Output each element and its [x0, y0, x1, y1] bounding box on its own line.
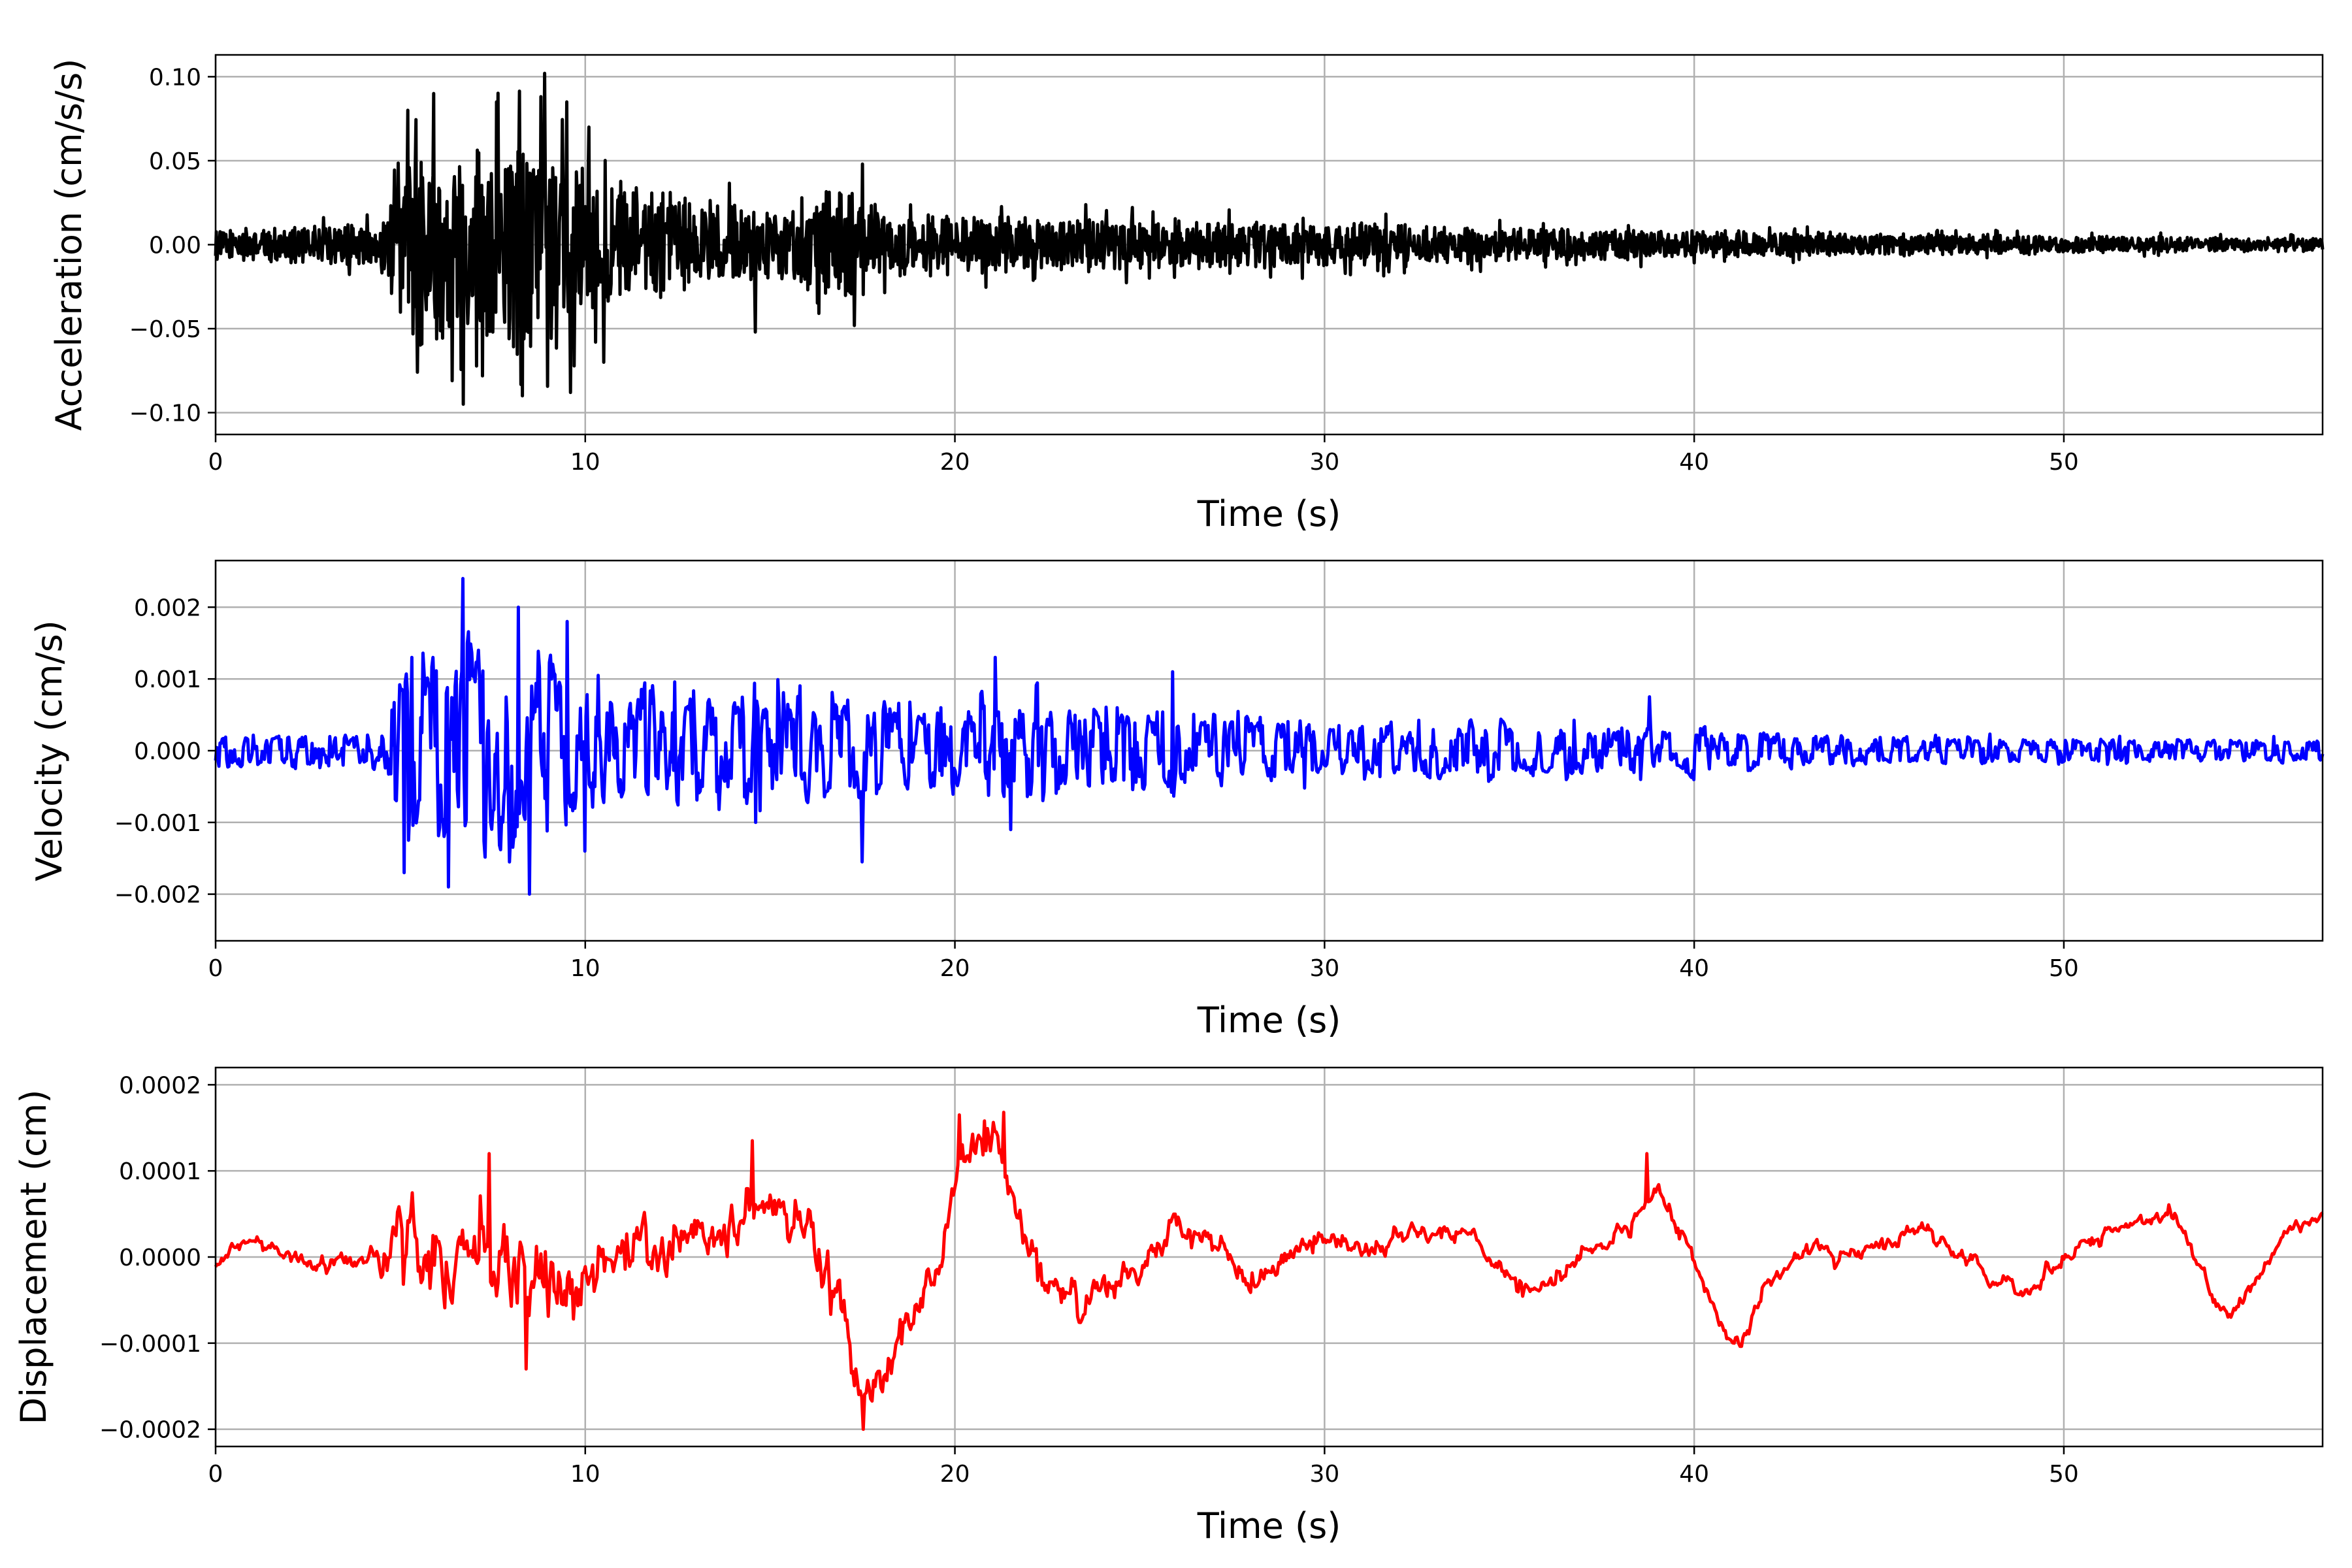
velocity-y-tick-label: 0.002	[134, 595, 201, 621]
velocity-y-tick-label: 0.001	[134, 666, 201, 693]
velocity-y-tick-label: −0.002	[114, 882, 201, 909]
acceleration-y-axis: −0.10 −0.05 0.00 0.05 0.10	[129, 64, 216, 427]
velocity-x-tick-label: 0	[208, 955, 223, 982]
acceleration-panel: 0 10 20 30 40 50 −0.10 −0.05 0.00 0.05 0.10 Time …	[48, 54, 2325, 534]
displacement-y-tick-label: 0.0000	[119, 1245, 201, 1271]
velocity-x-tick-label: 30	[1309, 955, 1339, 982]
displacement-x-tick-label: 40	[1679, 1461, 1709, 1488]
displacement-y-axis: −0.0002 −0.0001 0.0000 0.0001 0.0002	[99, 1072, 216, 1444]
displacement-series-line	[214, 1111, 2324, 1431]
velocity-x-axis-label: Time (s)	[1197, 1000, 1341, 1041]
displacement-y-tick-label: 0.0001	[119, 1158, 201, 1185]
displacement-x-tick-label: 20	[940, 1461, 970, 1488]
displacement-x-axis-label: Time (s)	[1197, 1505, 1341, 1546]
displacement-x-tick-label: 50	[2049, 1461, 2079, 1488]
acceleration-x-tick-label: 10	[570, 449, 600, 476]
acceleration-series-line	[214, 71, 2325, 406]
displacement-y-axis-label: Displacement (cm)	[13, 1090, 54, 1425]
displacement-x-axis: 0 10 20 30 40 50	[208, 1446, 2079, 1488]
acceleration-y-tick-label: 0.05	[149, 148, 201, 175]
acceleration-y-axis-label: Acceleration (cm/s/s)	[48, 59, 90, 431]
acceleration-y-tick-label: −0.05	[129, 316, 201, 343]
velocity-y-axis-label: Velocity (cm/s)	[29, 620, 70, 881]
acceleration-x-tick-label: 20	[940, 449, 970, 476]
acceleration-y-tick-label: 0.00	[149, 233, 201, 259]
displacement-y-tick-label: 0.0002	[119, 1072, 201, 1099]
acceleration-x-tick-label: 0	[208, 449, 223, 476]
acceleration-x-tick-label: 30	[1309, 449, 1339, 476]
acceleration-x-axis-label: Time (s)	[1197, 493, 1341, 534]
displacement-panel: 0 10 20 30 40 50 −0.0002 −0.0001 0.0000 0.0001 0.…	[13, 1066, 2324, 1546]
velocity-x-tick-label: 20	[940, 955, 970, 982]
acceleration-y-tick-label: −0.10	[129, 400, 201, 427]
velocity-x-tick-label: 10	[570, 955, 600, 982]
acceleration-x-axis: 0 10 20 30 40 50	[208, 434, 2079, 476]
acceleration-x-tick-label: 40	[1679, 449, 1709, 476]
velocity-x-tick-label: 40	[1679, 955, 1709, 982]
acceleration-y-tick-label: 0.10	[149, 64, 201, 91]
displacement-y-tick-label: −0.0002	[99, 1417, 201, 1444]
displacement-x-tick-label: 0	[208, 1461, 223, 1488]
velocity-y-tick-label: 0.000	[134, 738, 201, 765]
velocity-y-axis: −0.002 −0.001 0.000 0.001 0.002	[114, 595, 216, 909]
velocity-panel: 0 10 20 30 40 50 −0.002−0.0010.0000.0010.002 …	[29, 559, 2325, 1041]
displacement-x-tick-label: 30	[1309, 1461, 1339, 1488]
velocity-x-axis: 0 10 20 30 40 50	[208, 941, 2079, 982]
velocity-y-tick-label: −0.001	[114, 810, 201, 837]
velocity-series-line	[214, 577, 2325, 896]
velocity-x-tick-label: 50	[2049, 955, 2079, 982]
displacement-y-tick-label: −0.0001	[99, 1331, 201, 1358]
acceleration-x-tick-label: 50	[2049, 449, 2079, 476]
displacement-x-tick-label: 10	[570, 1461, 600, 1488]
